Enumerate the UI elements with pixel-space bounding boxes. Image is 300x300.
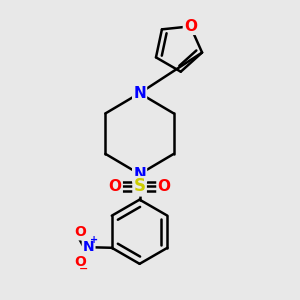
Text: O: O (74, 225, 86, 239)
Text: O: O (74, 255, 86, 269)
Text: N: N (133, 86, 146, 101)
Text: O: O (158, 179, 170, 194)
Text: O: O (184, 19, 197, 34)
Text: S: S (134, 177, 146, 195)
Text: +: + (90, 235, 98, 245)
Text: O: O (109, 179, 122, 194)
Text: N: N (133, 167, 146, 182)
Text: N: N (83, 240, 94, 254)
Text: −: − (79, 264, 88, 274)
